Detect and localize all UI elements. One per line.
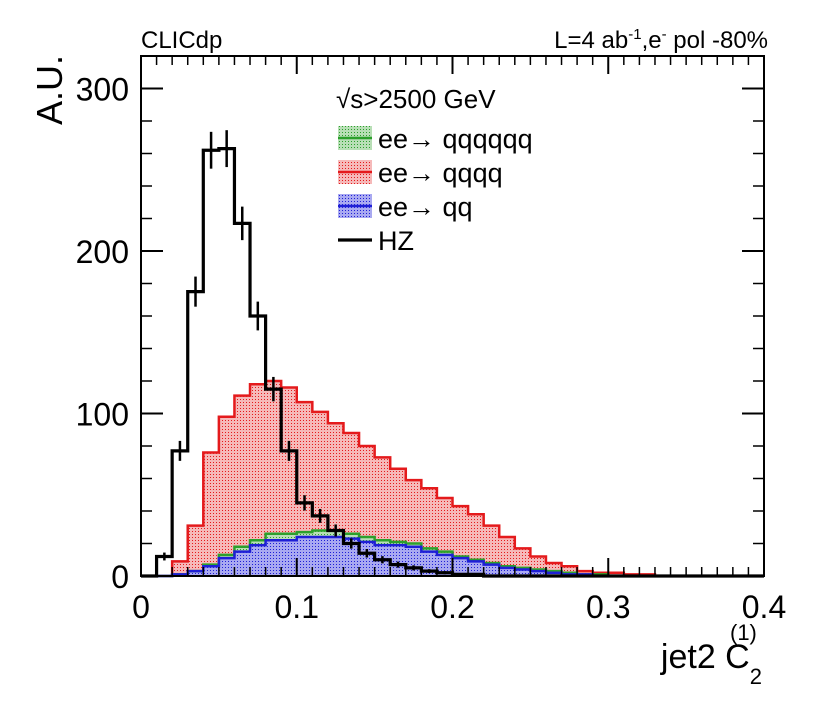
header-lumi-sup: -1 (628, 26, 641, 43)
legend-label-qqqqqq: ee→ qqqqqq (378, 124, 533, 154)
y-tick-label: 200 (76, 234, 129, 270)
y-tick-label: 0 (111, 559, 129, 595)
legend: √s>2500 GeV ee→ qqqqqq ee→ qqqq ee→ qq HZ (336, 84, 533, 256)
x-tick-label: 0.1 (275, 589, 319, 625)
x-axis-label-main: jet2 C (660, 638, 750, 676)
x-axis-label-sup: (1) (730, 620, 757, 645)
x-axis-label: jet2 C2 (660, 638, 762, 689)
header-beam: ,e (642, 27, 662, 54)
legend-label-hz: HZ (378, 226, 414, 256)
x-tick-label: 0.2 (430, 589, 474, 625)
header-beam-sup: - (662, 26, 667, 43)
x-axis-label-sub: 2 (750, 664, 762, 689)
qqqq-line (141, 379, 764, 578)
y-axis-label: A.U. (29, 55, 70, 125)
header-left: CLICdp (141, 27, 222, 54)
header-lumi: L=4 ab (554, 27, 628, 54)
y-tick-label: 100 (76, 397, 129, 433)
header-pol: pol -80% (667, 27, 768, 54)
header-right: L=4 ab-1,e- pol -80% (554, 26, 768, 54)
legend-label-qq: ee→ qq (378, 192, 473, 222)
legend-label-qqqq: ee→ qqqq (378, 158, 503, 188)
x-tick-label: 0.4 (742, 589, 786, 625)
qqqq-fill (141, 381, 764, 576)
x-tick-label: 0.3 (586, 589, 630, 625)
x-tick-label: 0 (132, 589, 150, 625)
y-tick-label: 300 (76, 72, 129, 108)
legend-title: √s>2500 GeV (336, 84, 496, 114)
